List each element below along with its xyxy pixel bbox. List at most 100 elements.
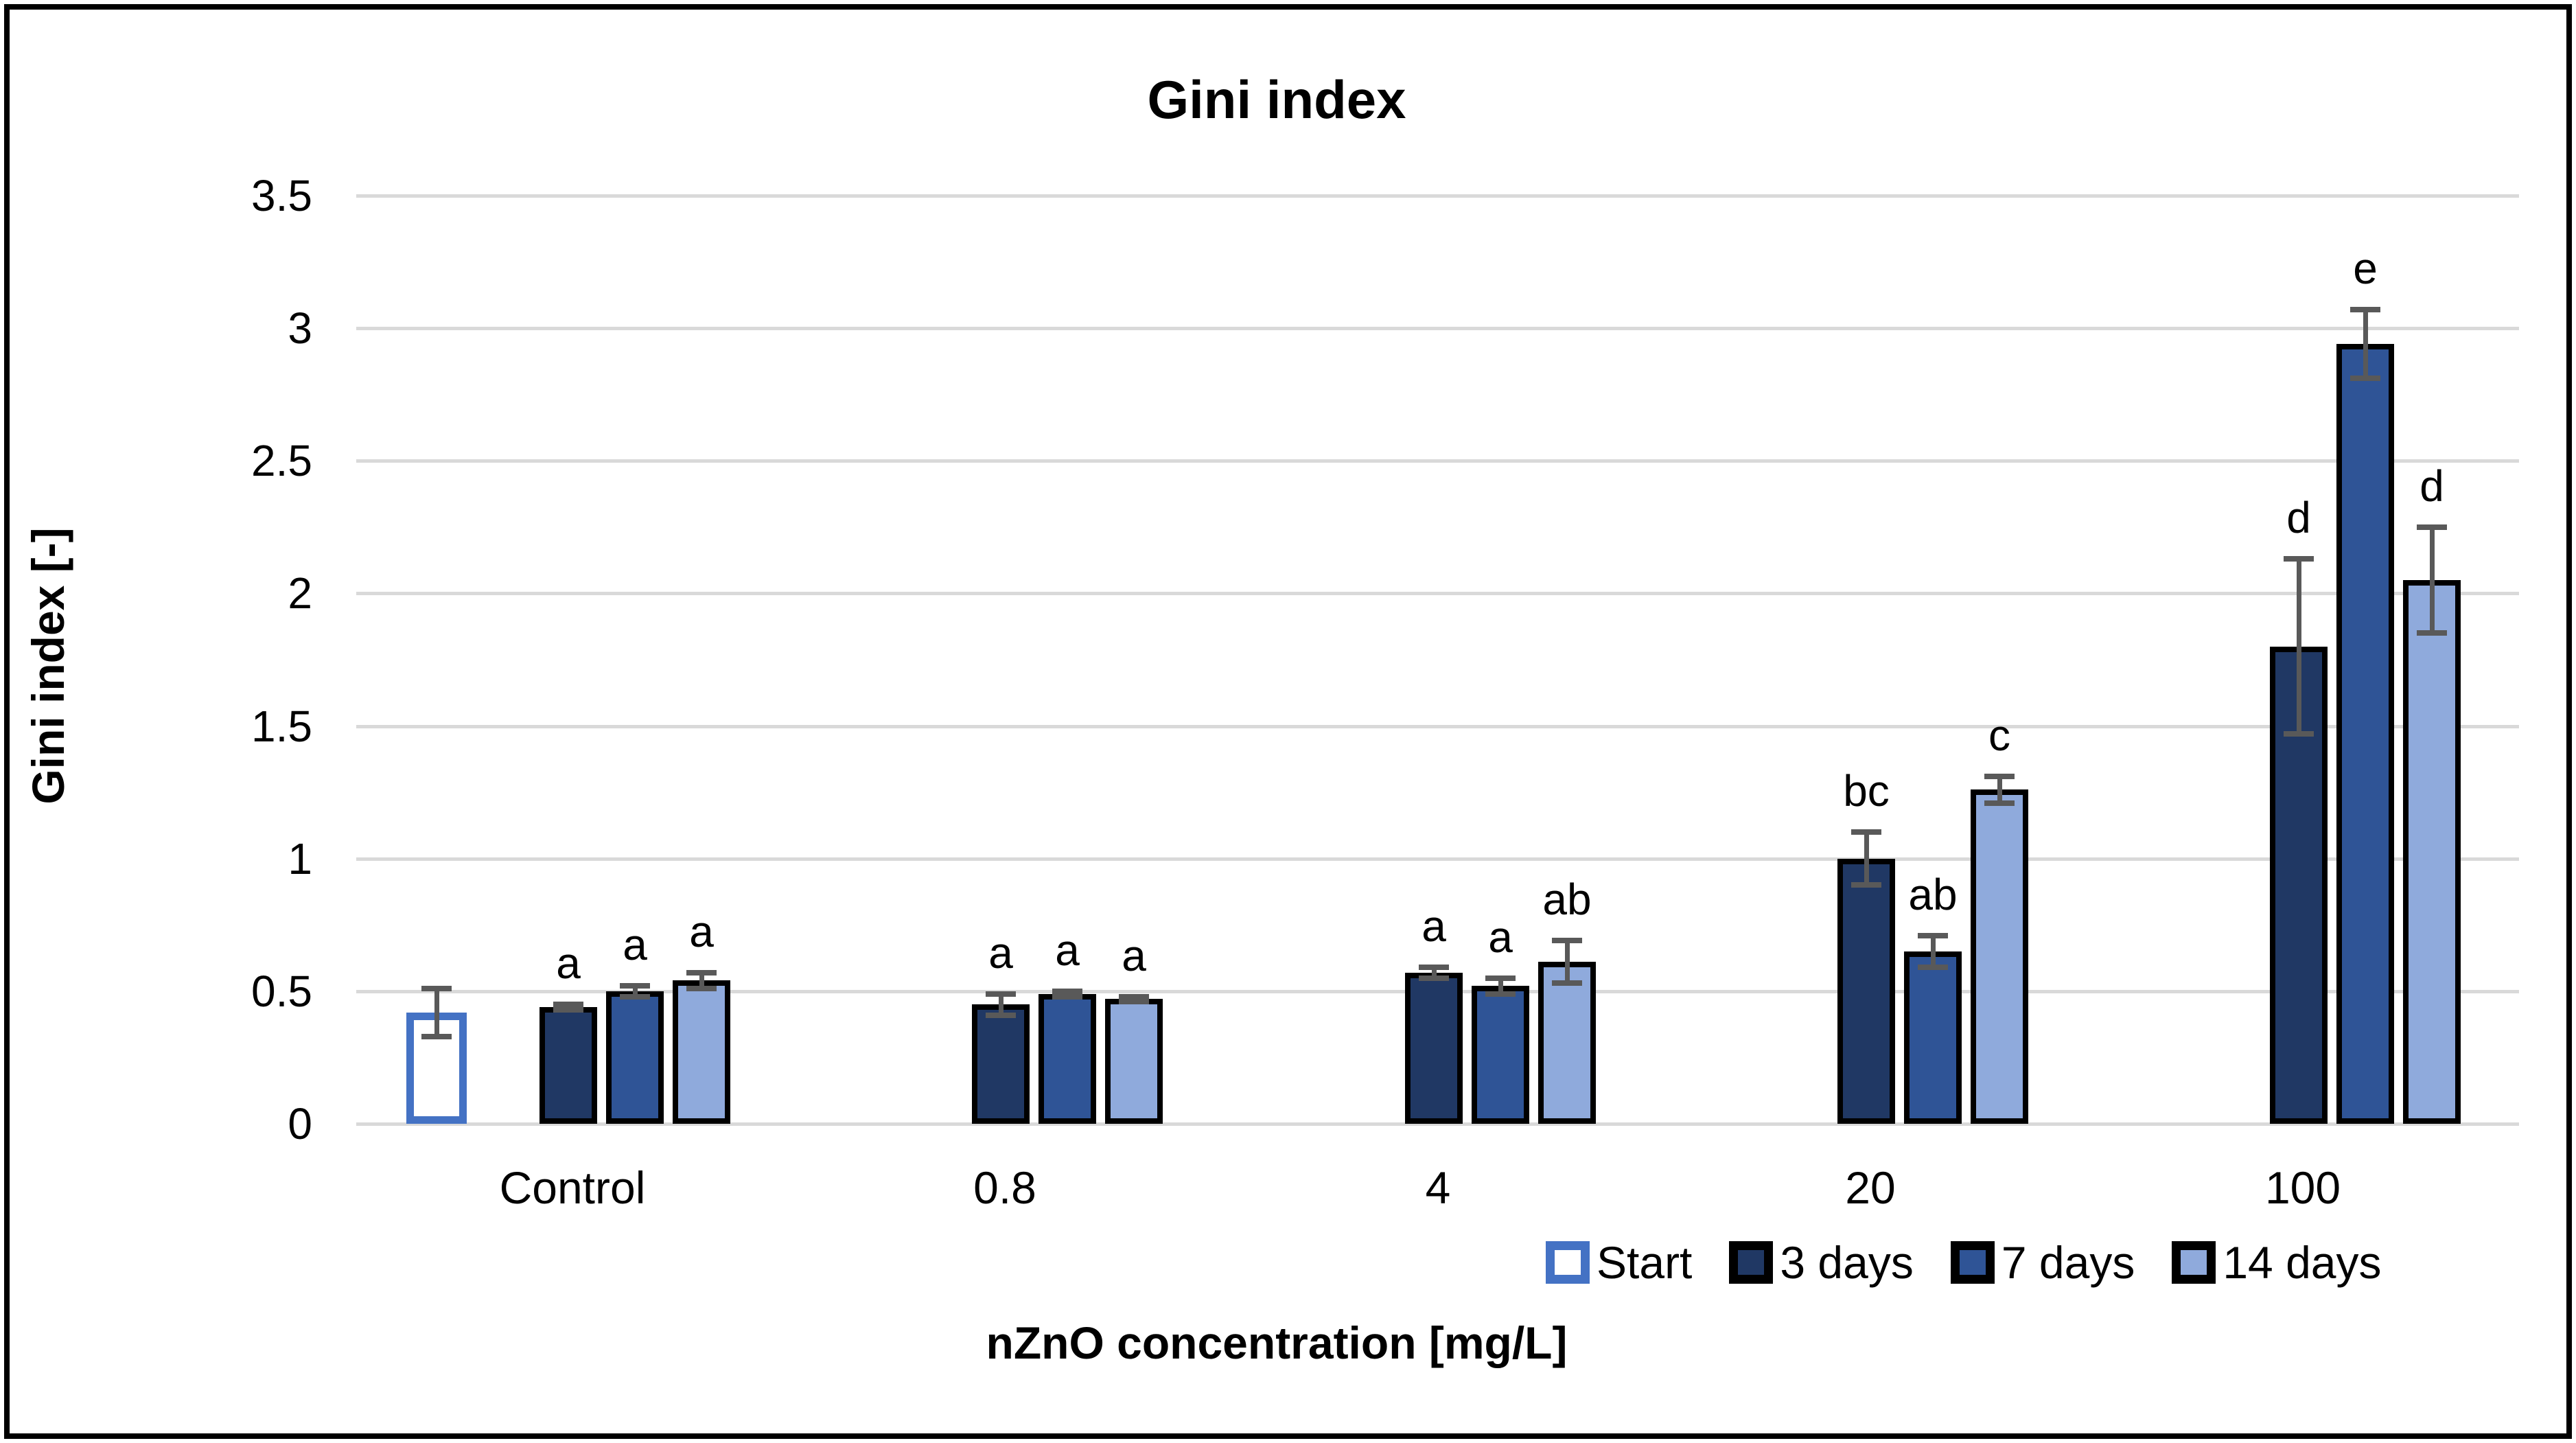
x-category-label-0.8: 0.8 — [973, 1162, 1036, 1213]
error-bar-cap — [1485, 991, 1516, 997]
significance-letter: a — [1488, 912, 1513, 962]
bar-14-days-4 — [1538, 962, 1596, 1124]
significance-letter: a — [1422, 901, 1446, 951]
bar-14-days-0.8 — [1105, 999, 1163, 1124]
error-bar-cap — [1052, 988, 1082, 994]
bar-7-days-Control — [606, 991, 664, 1124]
legend-item-Start: Start — [1546, 1240, 1692, 1285]
error-bar — [1564, 940, 1570, 984]
y-tick-label: 0 — [288, 1099, 312, 1148]
significance-letter: a — [988, 927, 1013, 978]
gridline-y-3 — [356, 327, 2519, 331]
error-bar — [1498, 978, 1503, 994]
legend: Start 3 days 7 days 14 days — [1546, 1240, 2382, 1285]
error-bar-cap — [1552, 980, 1582, 986]
error-bar-cap — [553, 1006, 583, 1013]
error-bar-cap — [2417, 524, 2447, 530]
error-bar-cap — [2284, 556, 2314, 562]
legend-swatch-icon — [2172, 1241, 2216, 1284]
significance-letter: d — [2286, 493, 2311, 543]
legend-swatch-icon — [1729, 1241, 1774, 1284]
bar-7-days-100 — [2336, 344, 2394, 1124]
error-bar-cap — [986, 1012, 1016, 1018]
error-bar-cap — [1419, 965, 1449, 971]
gridline-y-1.5 — [356, 724, 2519, 728]
error-bar — [434, 988, 439, 1037]
significance-letter: a — [623, 920, 647, 970]
error-bar-cap — [1419, 975, 1449, 981]
error-bar-cap — [620, 993, 650, 1000]
x-category-label-20: 20 — [1845, 1162, 1896, 1213]
error-bar — [1930, 935, 1936, 968]
legend-swatch-icon — [1546, 1241, 1590, 1284]
x-category-label-4: 4 — [1425, 1162, 1451, 1213]
error-bar-cap — [1984, 773, 2015, 779]
chart-title: Gini index — [1147, 69, 1406, 130]
error-bar — [699, 972, 704, 989]
x-category-label-100: 100 — [2264, 1162, 2341, 1213]
error-bar-cap — [1918, 932, 1948, 938]
legend-label: 3 days — [1780, 1237, 1914, 1288]
error-bar — [998, 993, 1003, 1015]
bar-14-days-Control — [673, 980, 730, 1124]
error-bar — [1997, 776, 2002, 803]
error-bar-cap — [1552, 938, 1582, 944]
y-tick-label: 2.5 — [251, 436, 312, 486]
legend-swatch-icon — [1950, 1241, 1995, 1284]
y-tick-label: 3.5 — [251, 170, 312, 220]
error-bar-cap — [2284, 731, 2314, 737]
error-bar-cap — [2350, 307, 2380, 313]
error-bar-cap — [1052, 993, 1082, 1000]
error-bar-cap — [2417, 630, 2447, 636]
bar-7-days-20 — [1904, 951, 1962, 1124]
gridline-y-2 — [356, 592, 2519, 596]
gridline-y-0 — [356, 1122, 2519, 1126]
y-tick-label: 1 — [288, 833, 312, 884]
y-tick-label: 0.5 — [251, 966, 312, 1016]
error-bar-cap — [2350, 376, 2380, 382]
legend-item-14-days: 14 days — [2172, 1237, 2382, 1288]
significance-letter: a — [556, 938, 581, 989]
bar-7-days-4 — [1472, 986, 1529, 1124]
bar-14-days-100 — [2403, 580, 2461, 1124]
error-bar-cap — [1851, 829, 1881, 835]
error-bar — [1431, 967, 1437, 978]
error-bar-cap — [1119, 993, 1149, 1000]
bar-Start-Control — [406, 1012, 467, 1124]
significance-letter: a — [1055, 925, 1080, 975]
significance-letter: d — [2420, 461, 2444, 511]
gridline-y-1 — [356, 857, 2519, 861]
bar-3-days-4 — [1405, 972, 1463, 1124]
x-category-label-Control: Control — [499, 1162, 646, 1213]
bar-3-days-0.8 — [972, 1004, 1030, 1124]
error-bar — [1864, 832, 1869, 886]
error-bar — [632, 986, 638, 997]
error-bar-cap — [686, 985, 717, 991]
bar-3-days-Control — [539, 1007, 597, 1124]
legend-label: Start — [1597, 1237, 1693, 1288]
y-tick-label: 3 — [288, 303, 312, 354]
significance-letter: c — [1988, 710, 2010, 760]
error-bar — [2429, 527, 2435, 634]
error-bar-cap — [421, 985, 452, 991]
error-bar — [2296, 559, 2301, 735]
legend-label: 7 days — [2001, 1237, 2135, 1288]
y-axis-title: Gini index [-] — [23, 527, 73, 805]
legend-label: 14 days — [2223, 1237, 2382, 1288]
error-bar-cap — [1984, 800, 2015, 806]
x-axis-title: nZnO concentration [mg/L] — [986, 1317, 1568, 1368]
significance-letter: ab — [1908, 869, 1958, 919]
significance-letter: ab — [1542, 875, 1592, 925]
y-tick-label: 2 — [288, 568, 312, 619]
error-bar-cap — [620, 983, 650, 989]
error-bar-cap — [553, 1002, 583, 1008]
error-bar-cap — [986, 991, 1016, 997]
legend-item-7-days: 7 days — [1950, 1237, 2135, 1288]
gridline-y-2.5 — [356, 459, 2519, 463]
error-bar-cap — [1119, 999, 1149, 1005]
error-bar-cap — [1485, 975, 1516, 981]
error-bar — [2363, 310, 2368, 379]
bar-14-days-20 — [1971, 789, 2028, 1124]
legend-item-3-days: 3 days — [1729, 1237, 1914, 1288]
